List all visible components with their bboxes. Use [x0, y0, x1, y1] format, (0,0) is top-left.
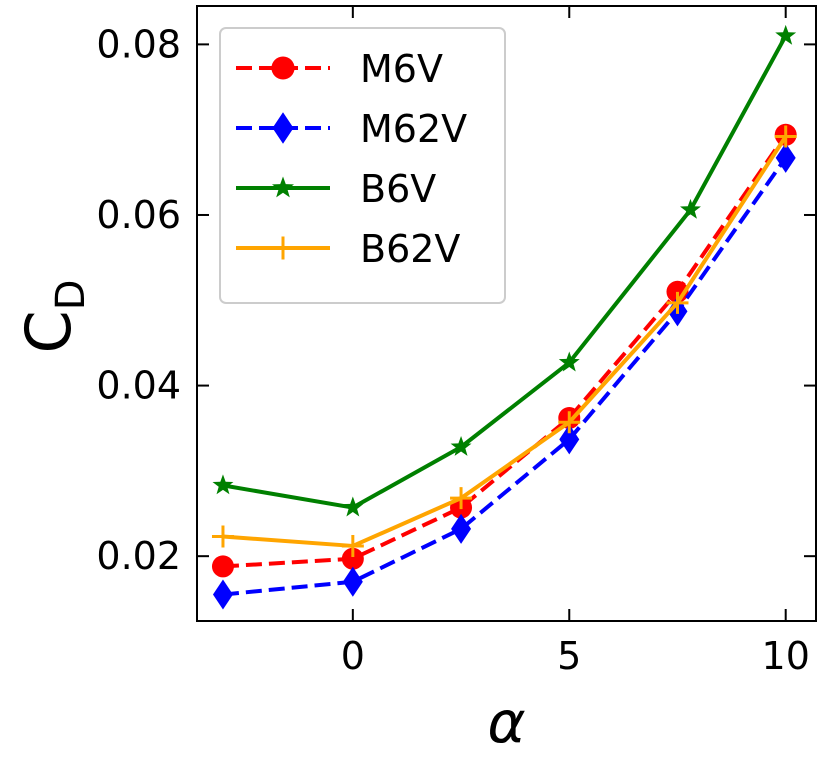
data-point-b6v [450, 435, 472, 456]
y-axis-label-main: C [12, 310, 85, 353]
y-tick-label: 0.04 [96, 364, 181, 408]
x-tick-label: 5 [557, 634, 581, 678]
y-axis-label-subscript: D [48, 279, 94, 310]
data-point-m62v [451, 513, 472, 544]
data-point-b6v [775, 24, 797, 45]
data-point-m6v [211, 555, 234, 578]
series-b62v [211, 125, 797, 557]
data-point-m62v [342, 566, 363, 597]
data-point-b6v [680, 198, 701, 219]
ticks-layer: 0 5 10 0.02 0.04 0.06 0.08 [96, 6, 816, 678]
legend-label-m6v: M6V [360, 47, 443, 91]
legend-marker-b62v [271, 236, 295, 260]
data-point-b62v [450, 487, 473, 510]
legend-label-b62v: B62V [360, 227, 460, 271]
legend-label-m62v: M62V [360, 107, 467, 151]
legend-box [219, 27, 506, 304]
legend: M6V M62V B6V B62V [219, 27, 506, 304]
data-point-b6v [342, 496, 364, 517]
series-line-b6v [222, 34, 788, 510]
legend-marker-b6v [272, 176, 294, 198]
y-tick-label: 0.08 [96, 22, 181, 66]
data-point-m62v [775, 142, 796, 173]
data-point-m62v [212, 579, 233, 610]
data-point-b62v [558, 411, 581, 434]
series-layer [211, 24, 797, 610]
series-line-b62v [222, 135, 788, 548]
series-line-m62v [222, 156, 788, 597]
y-axis-label: CD [12, 279, 94, 353]
data-point-b62v [774, 125, 797, 148]
data-point-m6v [341, 547, 364, 570]
legend-marker-m6v [271, 56, 295, 80]
x-tick-label: 10 [762, 634, 810, 678]
data-point-b6v [558, 351, 580, 372]
series-line-m6v [222, 133, 788, 569]
data-point-b62v [211, 525, 234, 548]
y-tick-label: 0.02 [96, 534, 181, 578]
legend-marker-m62v [272, 112, 294, 144]
data-point-b62v [341, 534, 364, 557]
data-point-b6v [212, 474, 234, 495]
x-axis-label: α [487, 688, 525, 756]
plot-frame [196, 5, 817, 622]
x-tick-label: 0 [341, 634, 365, 678]
series-b6v [212, 24, 797, 517]
y-tick-label: 0.06 [96, 193, 181, 237]
legend-label-b6v: B6V [360, 167, 436, 211]
data-point-b62v [666, 291, 689, 314]
data-point-m62v [559, 424, 580, 455]
